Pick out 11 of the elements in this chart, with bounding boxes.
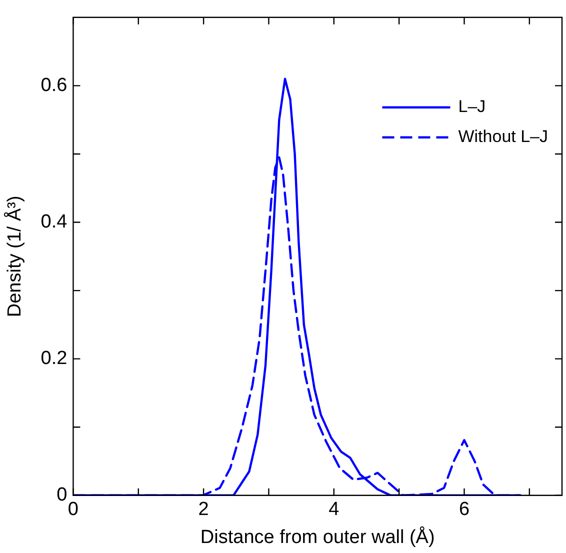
y-tick-label: 0 [56, 484, 68, 506]
x-axis-title: Distance from outer wall (Å) [200, 526, 435, 548]
x-tick-label: 4 [328, 499, 340, 520]
y-axis-title: Density (1/ Å³) [4, 196, 26, 318]
y-tick-label: 0.4 [40, 211, 68, 232]
x-tick-label: 6 [458, 499, 470, 520]
x-tick-label: 2 [198, 499, 209, 520]
legend-label: Without L–J [458, 127, 548, 146]
y-tick-label: 0.6 [40, 74, 68, 96]
legend-label: L–J [458, 97, 486, 116]
y-tick-label: 0.2 [40, 348, 68, 370]
